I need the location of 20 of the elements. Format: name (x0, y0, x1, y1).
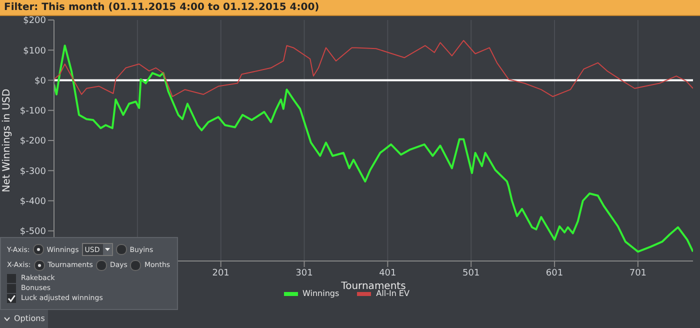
legend-label: All-In EV (376, 289, 410, 298)
legend-label: Winnings (302, 289, 340, 298)
x-tick-label: 201 (212, 268, 230, 278)
y-tick-label: $0 (34, 76, 46, 86)
x-tick-label: 301 (296, 268, 313, 278)
y-tick-label: $-400 (20, 196, 46, 207)
y-tick-label: $100 (23, 46, 46, 56)
line-series (54, 40, 693, 98)
x-tick-label: 501 (462, 268, 480, 278)
options-tab: Options (0, 310, 48, 328)
y-tick-label: $-300 (20, 166, 46, 177)
x-tick-label: 701 (629, 268, 647, 278)
y-tick-label: $-200 (20, 136, 46, 147)
y-tick-label: $-500 (20, 227, 46, 238)
y-tick-label: $-100 (20, 106, 46, 117)
y-axis-title: Net Winnings in USD (2, 88, 13, 192)
x-tick-label: 601 (546, 268, 564, 278)
chart-title: Filter: This month (01.11.2015 4:00 to 01.12.2015 4:00) (0, 0, 700, 16)
x-tick-label: 401 (379, 268, 396, 278)
y-tick-label: $200 (23, 16, 46, 26)
